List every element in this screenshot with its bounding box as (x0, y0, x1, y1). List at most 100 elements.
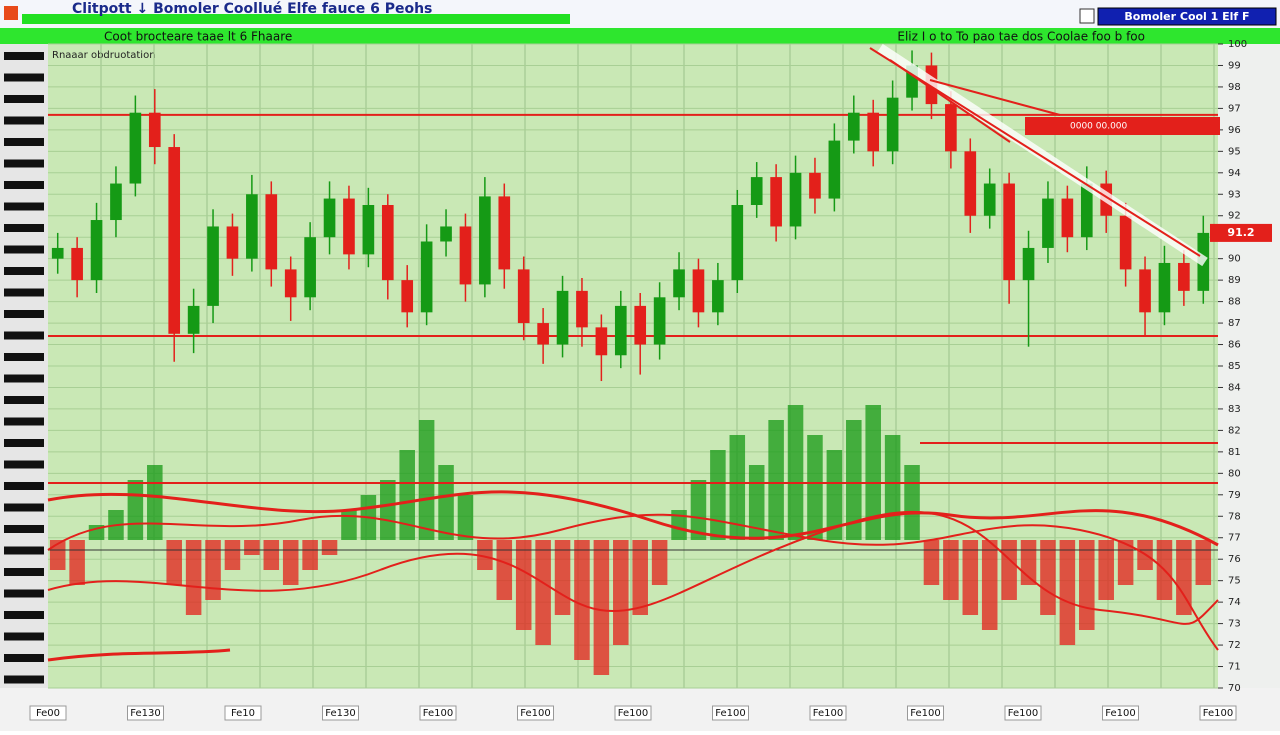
x-label-box (517, 705, 554, 721)
indicator-bar (962, 540, 979, 615)
indicator-bar (224, 540, 241, 570)
x-label-box (907, 705, 944, 721)
y-tick-label: 71 (1228, 662, 1241, 673)
candle-body (731, 205, 744, 281)
candle-body (1080, 183, 1093, 238)
toolbar (0, 28, 1280, 44)
candle-body (1003, 183, 1015, 281)
x-tick-label: Fe130 (130, 708, 160, 719)
indicator-bar (1079, 540, 1095, 630)
left-axis-box (4, 331, 44, 340)
indicator-bar (632, 540, 648, 615)
left-axis-box (4, 460, 44, 469)
candle-body (1022, 247, 1035, 281)
indicator-bar (904, 465, 920, 540)
signal-curve (47, 513, 1219, 651)
window-button[interactable] (1079, 8, 1095, 24)
x-tick-label: Fe100 (1203, 708, 1233, 719)
indicator-bar (807, 435, 823, 540)
left-axis-box (4, 632, 44, 641)
left-axis-box (4, 439, 44, 447)
candle-body (1178, 262, 1190, 291)
candle-body (246, 194, 258, 259)
indicator-bar (1176, 540, 1192, 615)
candle-body (614, 305, 627, 356)
candle-body (51, 247, 64, 259)
left-axis-box (4, 396, 44, 404)
y-tick-label: 88 (1228, 297, 1241, 308)
x-tick-label: Fe100 (1008, 708, 1038, 719)
indicator-bar (438, 465, 454, 540)
y-tick-label: 72 (1228, 640, 1241, 651)
indicator-bar (1001, 540, 1017, 600)
candle-body (1061, 198, 1074, 238)
indicator-bar (981, 540, 998, 630)
indicator-bar (321, 540, 338, 555)
indicator-bar (244, 540, 260, 555)
x-tick-label: Fe100 (910, 708, 940, 719)
trend-line (929, 79, 1061, 116)
indicator-bar (515, 540, 532, 630)
left-axis-box (4, 202, 44, 211)
indicator-bar (710, 450, 726, 540)
left-axis-box (4, 546, 44, 555)
y-tick-label: 74 (1228, 597, 1241, 608)
indicator-bar (787, 405, 804, 540)
indicator-bar (593, 540, 610, 675)
y-tick-label: 79 (1228, 490, 1241, 501)
y-tick-label: 77 (1228, 533, 1241, 544)
left-axis-box (4, 288, 44, 297)
signal-curve (47, 490, 1219, 547)
indicator-bar (923, 540, 940, 585)
candle-body (750, 177, 763, 205)
candle-body (517, 269, 530, 324)
candle-body (362, 205, 375, 255)
indicator-bar (205, 540, 221, 600)
left-axis-box (4, 568, 44, 576)
y-tick-label: 73 (1228, 619, 1241, 630)
candle-body (964, 151, 977, 216)
y-tick-label: 92 (1228, 211, 1241, 222)
candle-body (284, 269, 297, 298)
y-tick-label: 95 (1228, 146, 1241, 157)
y-tick-label: 86 (1228, 340, 1241, 351)
candle-body (71, 247, 83, 281)
title-stripe (22, 14, 570, 24)
left-axis-box (4, 138, 44, 146)
indicator-bar (535, 540, 551, 645)
indicator-bar (943, 540, 959, 600)
indicator-bar (613, 540, 629, 645)
candle-body (90, 220, 103, 281)
candle-body (148, 112, 161, 148)
candle-body (847, 112, 860, 141)
indicator-bar (671, 510, 687, 540)
y-tick-label: 78 (1228, 511, 1241, 522)
y-tick-label: 76 (1228, 554, 1241, 565)
left-axis-box (4, 245, 44, 254)
left-axis-box (4, 675, 44, 684)
left-axis-box (4, 482, 44, 490)
indicator-bar (185, 540, 202, 615)
x-tick-label: Fe100 (520, 708, 550, 719)
candle-body (576, 290, 588, 328)
x-tick-label: Fe100 (618, 708, 648, 719)
left-axis-box (4, 52, 44, 60)
x-label-box (1199, 705, 1237, 721)
candle-body (595, 327, 608, 356)
candle-body (1042, 198, 1054, 248)
indicator-bar (1195, 540, 1212, 585)
price-tag-label: 91.2 (1227, 226, 1254, 239)
indicator-bar (477, 540, 493, 570)
indicator-bar (865, 405, 881, 540)
y-tick-label: 98 (1228, 82, 1241, 93)
x-tick-label: Fe100 (1105, 708, 1135, 719)
x-tick-label: Fe100 (813, 708, 843, 719)
indicator-bar (554, 540, 571, 615)
indicator-bar (418, 420, 435, 540)
left-axis-box (4, 374, 44, 383)
candle-body (420, 241, 433, 313)
candle-body (673, 269, 685, 298)
left-axis-box (4, 267, 44, 275)
